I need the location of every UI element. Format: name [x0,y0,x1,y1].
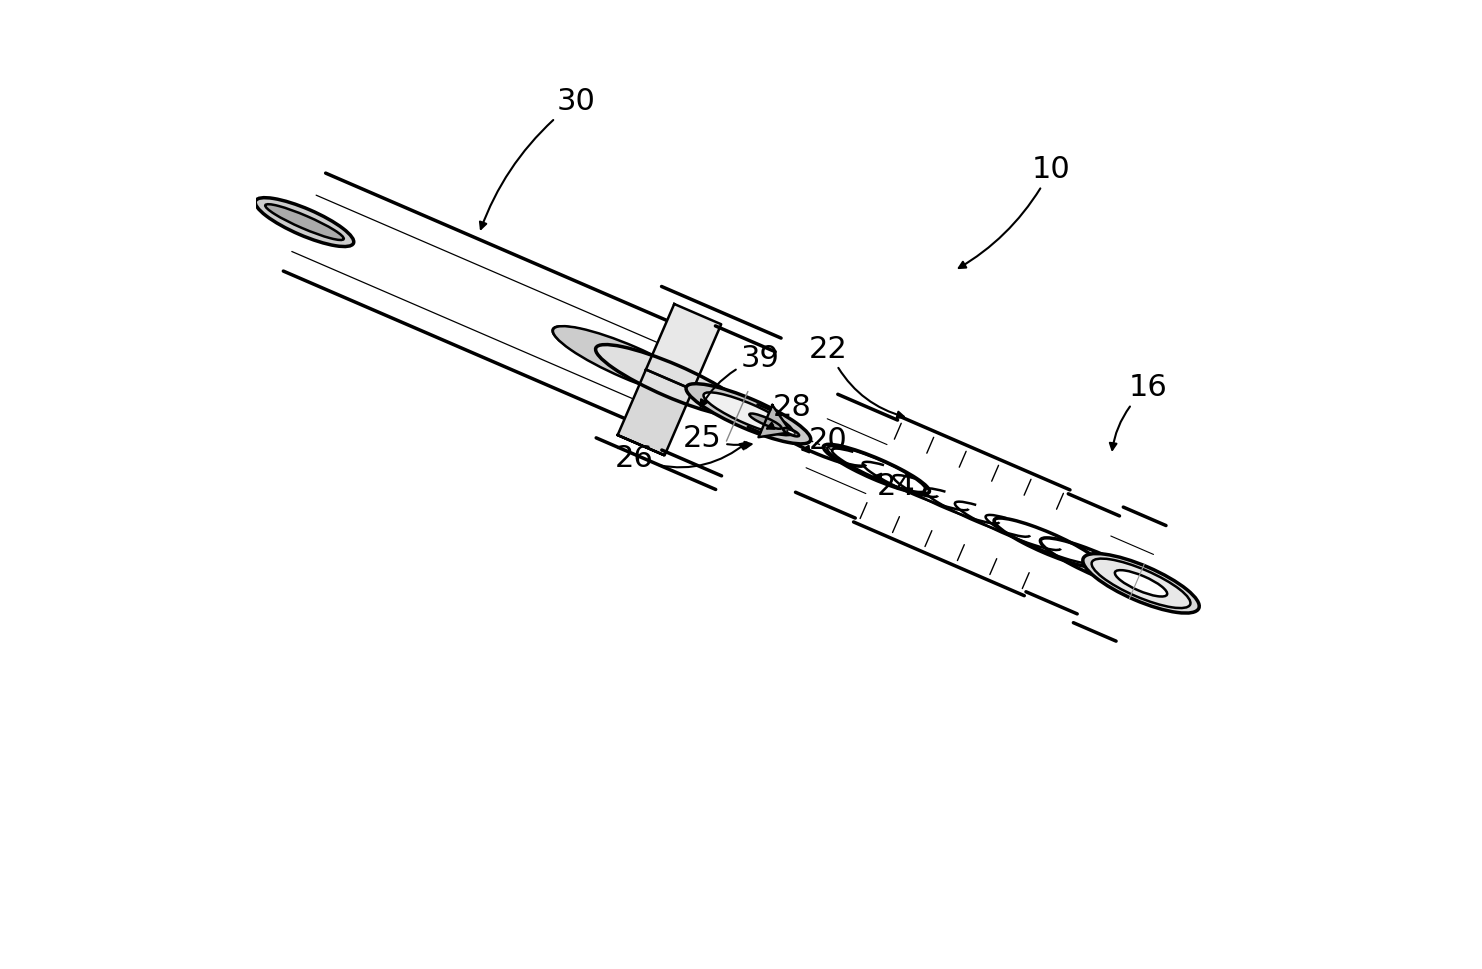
Ellipse shape [704,393,793,436]
Ellipse shape [782,428,799,437]
Polygon shape [618,436,664,455]
Ellipse shape [1114,571,1168,597]
Ellipse shape [255,199,354,247]
Polygon shape [618,370,694,455]
Ellipse shape [787,430,796,435]
Ellipse shape [553,327,705,399]
Ellipse shape [596,345,747,418]
Text: 10: 10 [959,155,1071,268]
Ellipse shape [1083,554,1199,613]
Text: 22: 22 [809,334,904,419]
Text: 28: 28 [768,392,812,429]
Text: 30: 30 [480,87,596,230]
Ellipse shape [750,414,781,429]
Text: 25: 25 [683,423,751,453]
Ellipse shape [686,385,811,445]
Ellipse shape [1092,559,1190,609]
Polygon shape [646,304,722,391]
Polygon shape [759,406,791,438]
Text: 24: 24 [873,472,916,501]
Text: 26: 26 [615,443,747,473]
Text: 39: 39 [701,344,780,407]
Text: 20: 20 [802,425,848,454]
Text: 16: 16 [1110,373,1168,451]
Ellipse shape [265,205,344,240]
